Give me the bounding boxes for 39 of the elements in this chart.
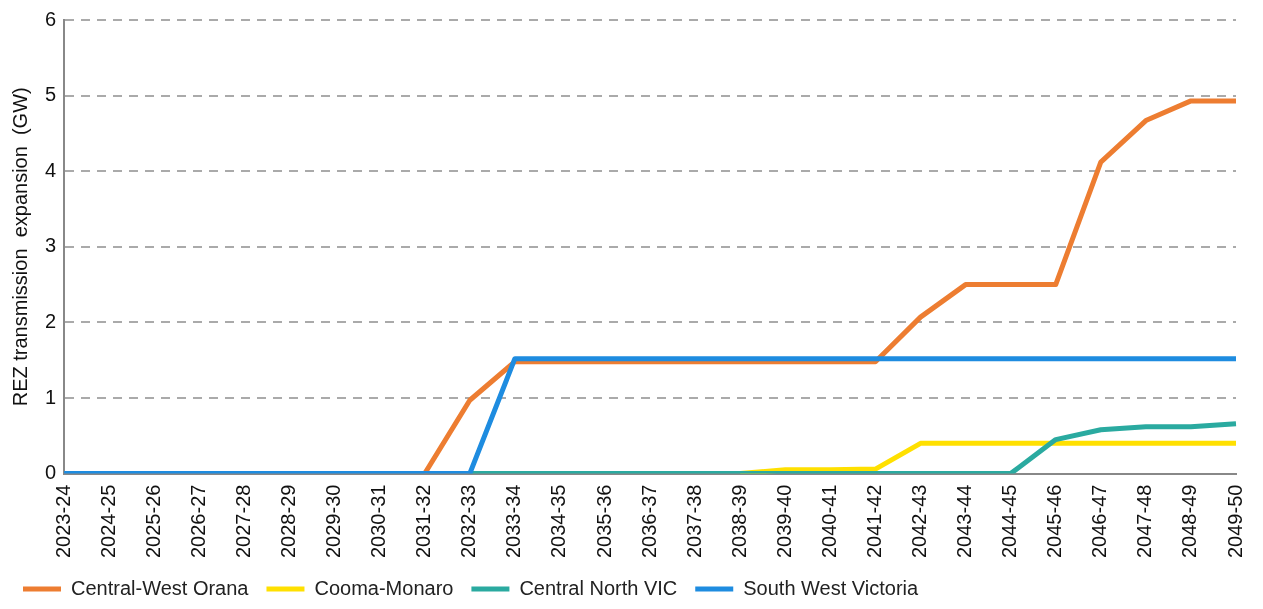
y-axis-title: REZ transmission expansion (GW) [8,87,31,407]
legend-label: South West Victoria [743,576,920,599]
x-tick-label: 2046-47 [1088,484,1111,559]
x-tick-label: 2038-39 [727,484,750,559]
y-tick-label: 2 [45,309,57,332]
x-tick-label: 2047-48 [1133,484,1156,559]
x-tick-label: 2045-46 [1043,484,1066,559]
x-tick-label: 2026-27 [186,484,209,559]
x-tick-label: 2031-32 [412,484,435,559]
x-tick-label: 2040-41 [817,484,840,559]
x-tick-label: 2023-24 [51,484,74,559]
x-tick-label: 2035-36 [592,484,615,559]
x-tick-label: 2041-42 [862,484,885,559]
x-tick-label: 2042-43 [908,484,931,559]
x-tick-label: 2034-35 [547,484,570,559]
x-tick-label: 2044-45 [998,484,1021,559]
x-tick-label: 2025-26 [141,484,164,559]
x-tick-label: 2030-31 [367,484,390,559]
y-tick-label: 1 [45,385,57,408]
x-tick-label: 2032-33 [457,484,480,559]
legend-label: Central North VIC [519,576,678,599]
x-tick-label: 2043-44 [953,484,976,559]
x-tick-label: 2037-38 [682,484,705,559]
x-tick-label: 2048-49 [1178,484,1201,559]
y-tick-label: 6 [45,7,57,30]
x-tick-label: 2024-25 [96,484,119,559]
x-tick-label: 2028-29 [277,484,299,559]
legend-label: Central-West Orana [71,576,250,599]
y-tick-label: 0 [45,461,57,484]
x-tick-label: 2029-30 [322,484,345,559]
x-tick-label: 2027-28 [231,484,254,559]
x-tick-label: 2049-50 [1223,484,1246,559]
x-tick-label: 2036-37 [637,484,660,559]
y-tick-label: 3 [45,234,57,257]
legend-label: Cooma-Monaro [314,576,454,599]
x-tick-label: 2039-40 [772,484,795,559]
x-tick-label: 2033-34 [502,484,525,559]
y-tick-label: 4 [45,158,57,181]
y-tick-label: 5 [45,83,57,106]
